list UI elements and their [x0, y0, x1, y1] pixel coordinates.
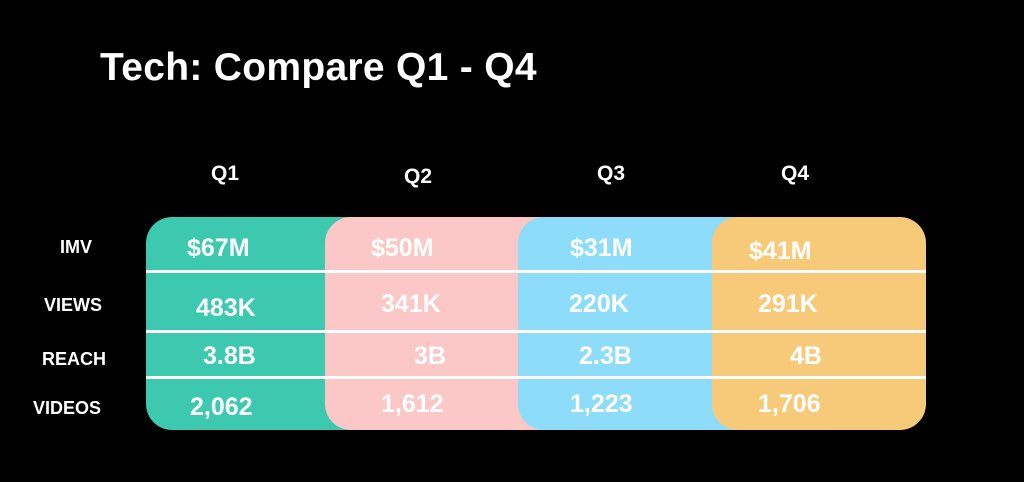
page-title: Tech: Compare Q1 - Q4 [100, 46, 537, 89]
q2-videos-value: 1,612 [381, 390, 444, 418]
row-label-reach: REACH [42, 349, 107, 369]
q1-views-value: 483K [196, 294, 256, 322]
q1-reach-value: 3.8B [203, 342, 256, 370]
q3-reach-value: 2.3B [579, 342, 632, 370]
row-label-imv: IMV [60, 237, 93, 257]
column-header-q3: Q3 [597, 162, 626, 185]
q3-imv-value: $31M [570, 234, 633, 262]
q4-views-value: 291K [758, 290, 818, 318]
q4-panel [712, 217, 926, 430]
column-header-q4: Q4 [781, 162, 810, 185]
row-divider [146, 376, 926, 379]
q4-videos-value: 1,706 [758, 390, 821, 418]
column-header-q2: Q2 [404, 165, 433, 188]
q4-reach-value: 4B [790, 342, 822, 370]
q1-videos-value: 2,062 [190, 393, 253, 421]
q3-videos-value: 1,223 [570, 390, 633, 418]
q1-imv-value: $67M [187, 234, 250, 262]
column-header-q1: Q1 [211, 162, 240, 185]
q2-views-value: 341K [381, 290, 441, 318]
q3-views-value: 220K [569, 290, 629, 318]
row-divider [146, 330, 926, 333]
row-label-videos: VIDEOS [33, 398, 102, 418]
q2-imv-value: $50M [371, 234, 434, 262]
q4-imv-value: $41M [749, 237, 812, 265]
q2-reach-value: 3B [414, 342, 446, 370]
row-label-views: VIEWS [44, 295, 103, 315]
row-divider [146, 270, 926, 273]
